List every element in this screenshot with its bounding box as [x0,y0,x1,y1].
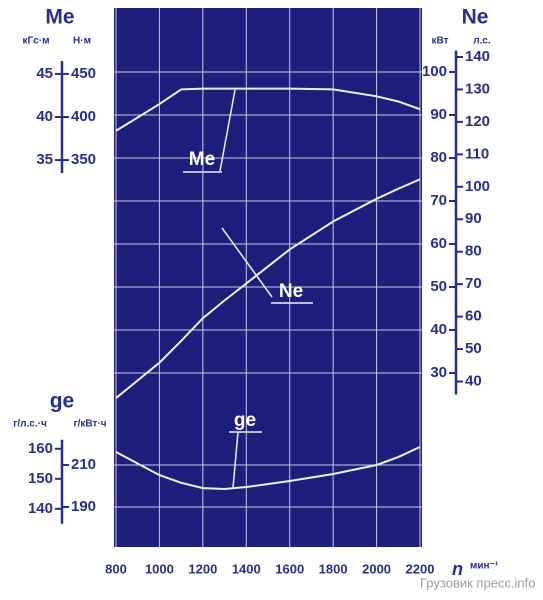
x-tick-label: 1800 [319,561,348,576]
y-tick-label: 35 [36,151,53,168]
label-leader [232,431,239,489]
x-label: n [452,559,463,579]
y-tick-label: 190 [71,498,96,515]
y-tick-label: 70 [465,275,482,292]
series-label: ge [234,410,256,431]
x-tick-label: 800 [105,561,127,576]
y-tick-label: 160 [28,440,53,457]
axis-unit: кВт [432,36,449,47]
y-tick-label: 60 [430,235,447,252]
y-tick-label: 400 [71,108,96,125]
y-tick-label: 450 [71,65,96,82]
plot-area [114,8,422,547]
y-tick-label: 45 [36,65,53,82]
series-line [115,446,421,490]
y-tick-label: 60 [465,308,482,325]
axis-unit: Н·м [73,36,91,47]
y-tick-label: 110 [465,145,489,162]
y-tick-label: 50 [465,340,482,357]
y-tick-label: 40 [430,321,447,338]
x-tick-label: 1400 [232,561,261,576]
x-tick-label: 1000 [145,561,174,576]
x-unit: мин⁻¹ [470,561,499,572]
y-tick-label: 120 [465,113,490,130]
axis-unit: л.с. [473,36,491,47]
axis-unit: г/кВт·ч [73,419,106,430]
y-tick-label: 70 [430,192,447,209]
x-tick-label: 2200 [406,561,435,576]
y-tick-label: 80 [430,149,447,166]
axis-title: Ne [462,6,489,29]
y-tick-label: 150 [28,470,53,487]
y-tick-label: 210 [71,456,96,473]
series-label: Ne [279,281,303,302]
y-tick-label: 40 [36,108,53,125]
y-tick-label: 350 [71,151,96,168]
label-leader [221,227,273,298]
series-line [115,87,421,132]
label-leader [219,89,236,172]
series-label: Me [189,149,215,170]
x-tick-label: 1600 [275,561,304,576]
y-tick-label: 50 [430,278,447,295]
axis-title: Me [45,6,74,29]
x-tick-label: 2000 [362,561,391,576]
y-tick-label: 80 [465,243,482,260]
watermark: Грузовик пресс.info [420,575,535,590]
y-tick-label: 90 [430,106,447,123]
y-tick-label: 40 [465,372,482,389]
y-tick-label: 90 [465,210,482,227]
y-tick-label: 140 [465,48,490,65]
axis-title: ge [50,390,75,413]
axis-unit: кГс·м [23,36,50,47]
y-tick-label: 130 [465,80,490,97]
y-tick-label: 100 [422,63,447,80]
y-tick-label: 140 [28,500,53,517]
y-tick-label: 30 [430,364,447,381]
axis-unit: г/л.с.·ч [13,419,47,430]
y-tick-label: 100 [465,178,490,195]
x-tick-label: 1200 [188,561,217,576]
series-line [115,178,421,399]
